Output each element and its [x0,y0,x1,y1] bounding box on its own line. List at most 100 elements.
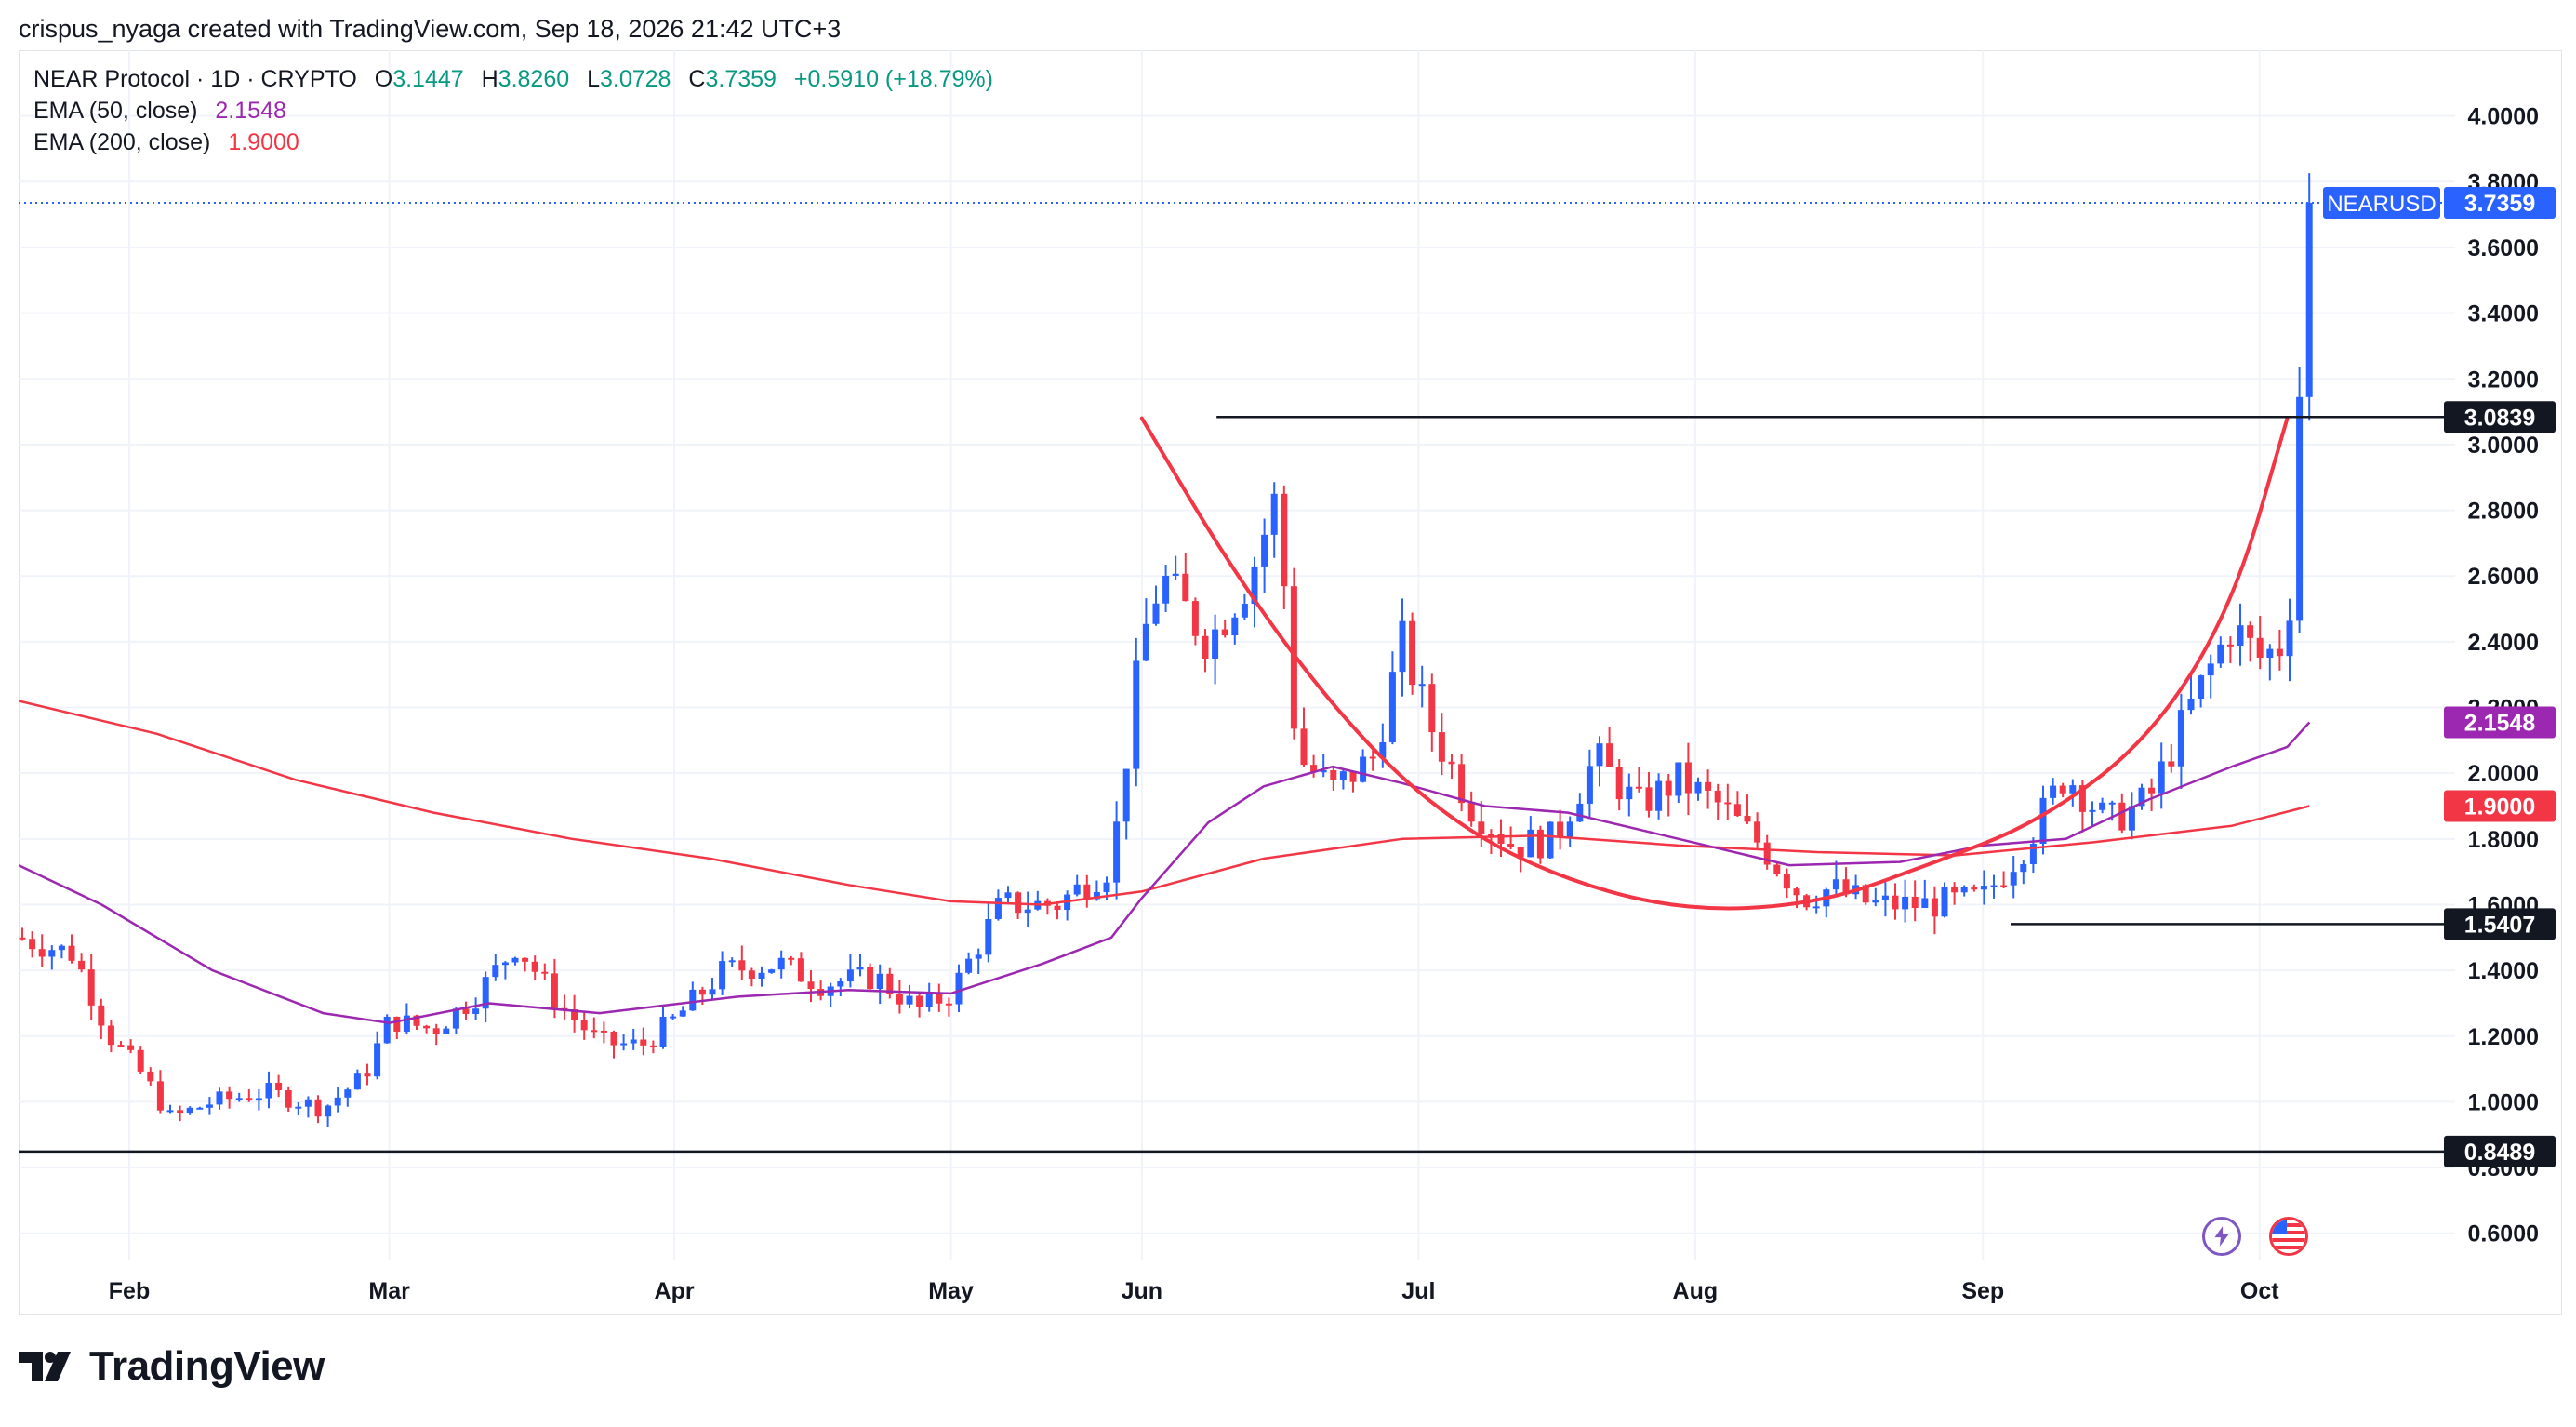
candle-body [2226,644,2234,647]
candle-body [630,1039,637,1044]
candle-body [1645,787,1653,811]
candle-body [19,937,26,940]
candle-body [147,1071,154,1082]
candle-body [709,989,716,995]
candle-body [1733,804,1741,817]
candle-body [1054,905,1061,910]
y-tick-label: 1.0000 [2468,1089,2539,1115]
candle-body [1990,885,1998,887]
candle-body [2276,648,2283,657]
candle-body [1793,888,1800,896]
candle-body [936,992,943,1004]
lightning-icon[interactable] [2202,1217,2241,1256]
candle-body [1320,770,1327,773]
candle-body [1951,887,1959,893]
ema50-line [19,721,2311,1024]
y-tick-label: 3.4000 [2468,301,2539,327]
y-tick-label: 3.0000 [2468,433,2539,459]
candle-body [2217,644,2224,664]
candle-body [1881,895,1889,900]
candle-body [29,939,36,950]
candle-body [1093,892,1100,900]
chart-legend: NEAR Protocol · 1D · CRYPTO O3.1447 H3.8… [33,63,993,158]
candle-body [797,958,804,982]
price-tag-value: 3.0839 [2464,405,2535,431]
candle-body [432,1028,440,1034]
y-tick-label: 2.4000 [2468,630,2539,656]
legend-close-value: 3.7359 [705,66,777,92]
candle-body [1182,573,1189,602]
candle-body [2168,761,2175,767]
us-flag-icon[interactable] [2269,1217,2308,1256]
candle-body [1448,761,1455,765]
y-tick-label: 2.8000 [2468,499,2539,525]
candle-body [975,954,982,959]
legend-ema200-value: 1.9000 [228,129,299,155]
candle-body [1921,898,1929,908]
candle-body [1122,768,1130,822]
candle-body [127,1045,135,1050]
tradingview-logo-text: TradingView [89,1343,325,1389]
y-tick-label: 3.2000 [2468,367,2539,393]
candle-body [1655,780,1663,811]
candle-body [1872,900,1879,903]
price-tag-value: 1.9000 [2464,794,2535,820]
tradingview-logo[interactable]: TradingView [19,1343,325,1390]
candle-body [2069,785,2077,794]
candle-body [1862,885,1869,903]
candle-body [1281,493,1288,587]
candle-body [1902,896,1909,910]
candle-body [1073,884,1081,895]
candle-body [1409,620,1416,686]
x-tick-label: Oct [2240,1278,2279,1304]
legend-ema50-label: EMA (50, close) [33,98,198,124]
price-tag-value: 0.8489 [2464,1140,2535,1166]
x-tick-label: May [928,1278,974,1304]
legend-symbol: NEAR Protocol · 1D · CRYPTO [33,66,357,92]
candle-body [38,949,46,957]
cup-curve-line [1139,416,2290,911]
candle-body [738,960,746,971]
candle-body [482,977,489,1009]
candle-body [1606,743,1613,767]
legend-ema200-row: EMA (200, close) 1.9000 [33,127,993,158]
candle-body [571,1009,578,1020]
candle-body [1458,764,1466,804]
candle-body [1497,834,1505,845]
candle-body [1024,909,1031,914]
candle-body [591,1030,598,1033]
candle-body [1142,623,1149,661]
candle-body [1596,743,1603,767]
price-tag-box [2444,706,2556,739]
candle-body [1586,766,1593,804]
candle-body [383,1016,391,1044]
candle-body [1004,892,1012,899]
candle-body [48,950,56,957]
legend-high-value: 3.8260 [498,66,570,92]
candle-body [649,1045,657,1047]
candle-body [1191,601,1199,636]
candle-body [1379,741,1387,758]
candle-body [758,972,765,979]
candle-body [1251,566,1258,605]
candle-body [1931,898,1938,917]
candle-body [1566,821,1573,837]
y-tick-label: 0.6000 [2468,1221,2539,1247]
candle-body [423,1025,431,1029]
candle-body [670,1016,677,1019]
candle-body [2000,885,2008,887]
candle-body [1330,770,1337,780]
candle-body [994,898,1002,919]
x-tick-label: Aug [1673,1278,1719,1304]
y-tick-label: 1.4000 [2468,958,2539,984]
candle-body [275,1082,283,1091]
candle-body [1615,767,1623,800]
price-tag-box [2444,1135,2556,1167]
candlestick-chart[interactable]: 4.00003.80003.60003.40003.20003.00002.80… [19,50,2562,1315]
candle-body [925,992,933,1007]
candle-body [1517,847,1524,858]
candle-body [748,970,755,979]
x-tick-label: Apr [655,1278,695,1304]
candle-body [679,1010,686,1017]
candle-body [472,1008,480,1014]
